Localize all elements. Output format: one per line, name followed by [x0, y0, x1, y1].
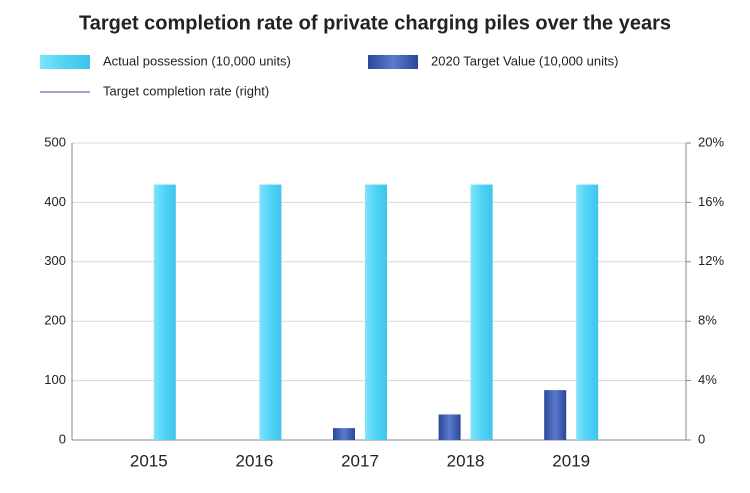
legend-label: 2020 Target Value (10,000 units) [431, 53, 618, 68]
bar [365, 184, 387, 440]
y2-tick-label: 4% [698, 372, 717, 387]
y2-tick-label: 8% [698, 313, 717, 328]
y-tick-label: 200 [44, 313, 66, 328]
x-tick-label: 2015 [130, 451, 168, 470]
y2-tick-label: 16% [698, 194, 724, 209]
x-tick-label: 2019 [552, 451, 590, 470]
bar [438, 414, 461, 440]
legend-swatch [40, 55, 90, 69]
y-tick-label: 300 [44, 253, 66, 268]
y2-tick-label: 12% [698, 253, 724, 268]
y-tick-label: 100 [44, 372, 66, 387]
y-tick-label: 400 [44, 194, 66, 209]
y-tick-label: 0 [59, 431, 66, 446]
legend-swatch [368, 55, 418, 69]
x-tick-label: 2018 [447, 451, 485, 470]
legend-label: Target completion rate (right) [103, 83, 269, 98]
legend-label: Actual possession (10,000 units) [103, 53, 291, 68]
x-tick-label: 2017 [341, 451, 379, 470]
bar [259, 184, 282, 440]
bar [544, 390, 567, 440]
bar [333, 428, 355, 440]
y2-tick-label: 0 [698, 431, 705, 446]
chart-title: Target completion rate of private chargi… [79, 12, 671, 34]
x-tick-label: 2016 [235, 451, 273, 470]
y2-tick-label: 20% [698, 134, 724, 149]
bar [470, 184, 493, 440]
bar [576, 184, 599, 440]
y-tick-label: 500 [44, 134, 66, 149]
bar [153, 184, 176, 440]
